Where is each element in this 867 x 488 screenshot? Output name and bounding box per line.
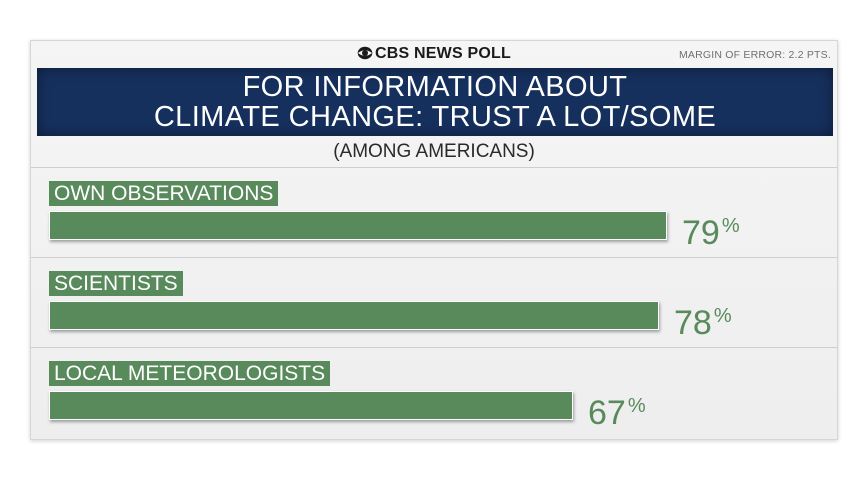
category-label: OWN OBSERVATIONS bbox=[49, 181, 279, 206]
subtitle: (AMONG AMERICANS) bbox=[333, 141, 535, 162]
bar bbox=[49, 391, 573, 420]
brand: CBS NEWS POLL bbox=[31, 45, 837, 63]
value-number: 78 bbox=[674, 304, 712, 342]
bar bbox=[49, 301, 659, 330]
row-divider bbox=[31, 257, 837, 258]
value-number: 67 bbox=[588, 394, 626, 432]
bar bbox=[49, 211, 667, 240]
percent-sign: % bbox=[721, 215, 740, 237]
title-line-1: FOR INFORMATION ABOUT bbox=[242, 71, 628, 103]
value-label: 67% bbox=[588, 389, 646, 430]
poll-header: CBS NEWS POLL MARGIN OF ERROR: 2.2 PTS. bbox=[31, 41, 837, 67]
category-label: SCIENTISTS bbox=[49, 271, 183, 296]
brand-name: CBS NEWS POLL bbox=[375, 45, 511, 62]
title-band: FOR INFORMATION ABOUT CLIMATE CHANGE: TR… bbox=[37, 68, 833, 136]
row-divider bbox=[31, 347, 837, 348]
value-number: 79 bbox=[682, 214, 720, 252]
margin-of-error: MARGIN OF ERROR: 2.2 PTS. bbox=[678, 49, 831, 61]
cbs-eye-icon bbox=[357, 46, 373, 60]
title-line-2: CLIMATE CHANGE: TRUST A LOT/SOME bbox=[153, 101, 717, 133]
percent-sign: % bbox=[713, 305, 732, 327]
row-divider bbox=[31, 167, 837, 168]
value-label: 78% bbox=[674, 299, 732, 340]
poll-card: CBS NEWS POLL MARGIN OF ERROR: 2.2 PTS. … bbox=[30, 40, 838, 440]
value-label: 79% bbox=[682, 209, 740, 250]
percent-sign: % bbox=[627, 395, 646, 417]
category-label: LOCAL METEOROLOGISTS bbox=[49, 361, 331, 386]
